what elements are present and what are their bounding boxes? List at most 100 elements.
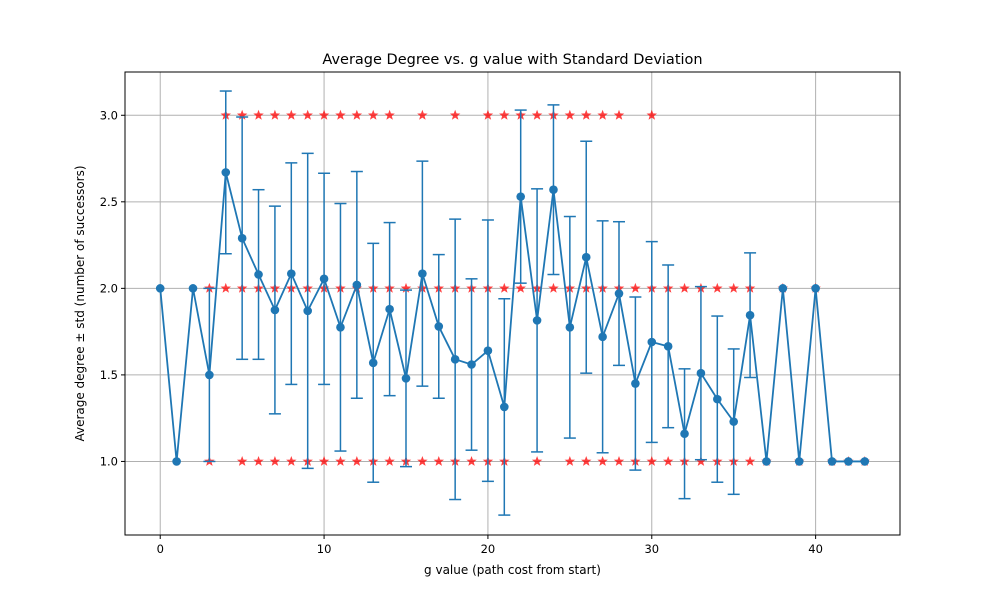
sample-star-marker — [302, 109, 313, 120]
mean-point — [778, 284, 788, 293]
sample-star-marker — [417, 455, 428, 466]
mean-point — [336, 322, 345, 332]
mean-point — [418, 269, 427, 278]
mean-point — [696, 368, 706, 378]
sample-star-marker — [695, 455, 707, 466]
x-axis-ticks: 0 10 20 30 40 — [157, 535, 823, 556]
sample-star-marker — [597, 455, 608, 466]
mean-line — [159, 171, 865, 463]
mean-point — [237, 233, 247, 243]
sample-star-marker — [286, 455, 297, 466]
sample-star-marker — [220, 282, 231, 293]
mean-point — [827, 457, 837, 466]
sample-star-marker — [335, 455, 346, 466]
mean-point — [368, 358, 378, 368]
sample-star-marker — [286, 109, 297, 120]
sample-star-marker — [564, 109, 576, 120]
sample-star-marker — [236, 455, 248, 466]
sample-star-marker — [581, 109, 592, 120]
mean-point — [532, 316, 542, 325]
x-tick-label: 40 — [808, 542, 823, 556]
mean-point — [762, 457, 771, 466]
sample-star-marker — [482, 109, 494, 120]
sample-star-marker — [351, 455, 363, 466]
x-tick-label: 20 — [481, 542, 496, 556]
mean-point — [565, 322, 575, 332]
sample-star-marker — [728, 282, 739, 293]
sample-star-marker — [335, 109, 346, 120]
mean-point — [254, 270, 263, 279]
grid — [125, 72, 900, 535]
x-tick-label: 10 — [317, 542, 332, 556]
y-tick-label: 3.0 — [100, 108, 118, 122]
mean-point — [172, 457, 181, 466]
sample-star-marker — [253, 455, 264, 466]
sample-star-marker — [384, 455, 395, 466]
sample-star-marker — [548, 282, 559, 293]
sample-star-marker — [515, 282, 526, 293]
sample-star-marker — [269, 455, 281, 466]
sample-star-marker — [368, 109, 379, 120]
mean-point — [205, 370, 214, 380]
sample-star-marker — [269, 109, 281, 120]
mean-point — [598, 332, 607, 342]
mean-point — [729, 417, 738, 426]
sample-star-marker — [466, 455, 477, 466]
mean-point — [500, 402, 509, 412]
mean-point — [319, 274, 329, 284]
mean-point — [860, 457, 870, 466]
mean-point — [549, 185, 558, 194]
sample-star-marker — [433, 455, 444, 466]
sample-star-marker — [581, 455, 592, 466]
mean-point — [221, 168, 231, 177]
x-axis-label: g value (path cost from start) — [424, 563, 601, 577]
sample-star-marker — [253, 109, 264, 120]
mean-point — [467, 360, 476, 369]
y-axis-ticks: 1.0 1.5 2.0 2.5 3.0 — [100, 108, 125, 468]
mean-point — [188, 284, 198, 293]
sample-star-marker — [564, 455, 576, 466]
mean-point — [794, 457, 804, 466]
error-bars — [203, 90, 757, 516]
mean-point — [450, 355, 460, 364]
y-axis-label: Average degree ± std (number of successo… — [73, 165, 87, 441]
sample-star-marker — [499, 109, 510, 120]
y-tick-label: 1.0 — [100, 454, 118, 468]
chart-title: Average Degree vs. g value with Standard… — [322, 52, 702, 68]
x-tick-label: 0 — [157, 542, 164, 556]
y-tick-label: 1.5 — [100, 368, 118, 382]
sample-star-marker — [712, 282, 723, 293]
sample-star-marker — [662, 455, 674, 466]
sample-star-marker — [613, 455, 625, 466]
mean-point — [516, 192, 525, 201]
mean-point — [811, 284, 820, 293]
mean-point — [303, 306, 312, 316]
mean-points — [155, 168, 870, 466]
mean-point — [844, 457, 853, 466]
sample-star-marker — [318, 455, 330, 466]
mean-point — [155, 284, 165, 293]
sample-star-marker — [499, 282, 510, 293]
mean-point — [663, 342, 673, 351]
sample-star-marker — [449, 109, 461, 120]
x-tick-label: 30 — [644, 542, 659, 556]
mean-point — [680, 429, 689, 439]
mean-point — [434, 322, 444, 331]
mean-point — [614, 289, 624, 298]
sample-star-marker — [597, 109, 608, 120]
sample-star-marker — [417, 109, 428, 120]
sample-star-marker — [384, 109, 395, 120]
mean-series-line — [159, 171, 865, 463]
plot-frame — [124, 71, 901, 536]
mean-point — [401, 374, 411, 383]
y-tick-label: 2.0 — [100, 281, 118, 295]
mean-point — [270, 305, 280, 315]
y-tick-label: 2.5 — [100, 195, 118, 209]
sample-star-marker — [531, 109, 543, 120]
sample-star-marker — [236, 109, 248, 120]
sample-star-marker — [400, 282, 412, 293]
sample-star-marker — [744, 455, 756, 466]
sample-star-marker — [679, 282, 690, 293]
